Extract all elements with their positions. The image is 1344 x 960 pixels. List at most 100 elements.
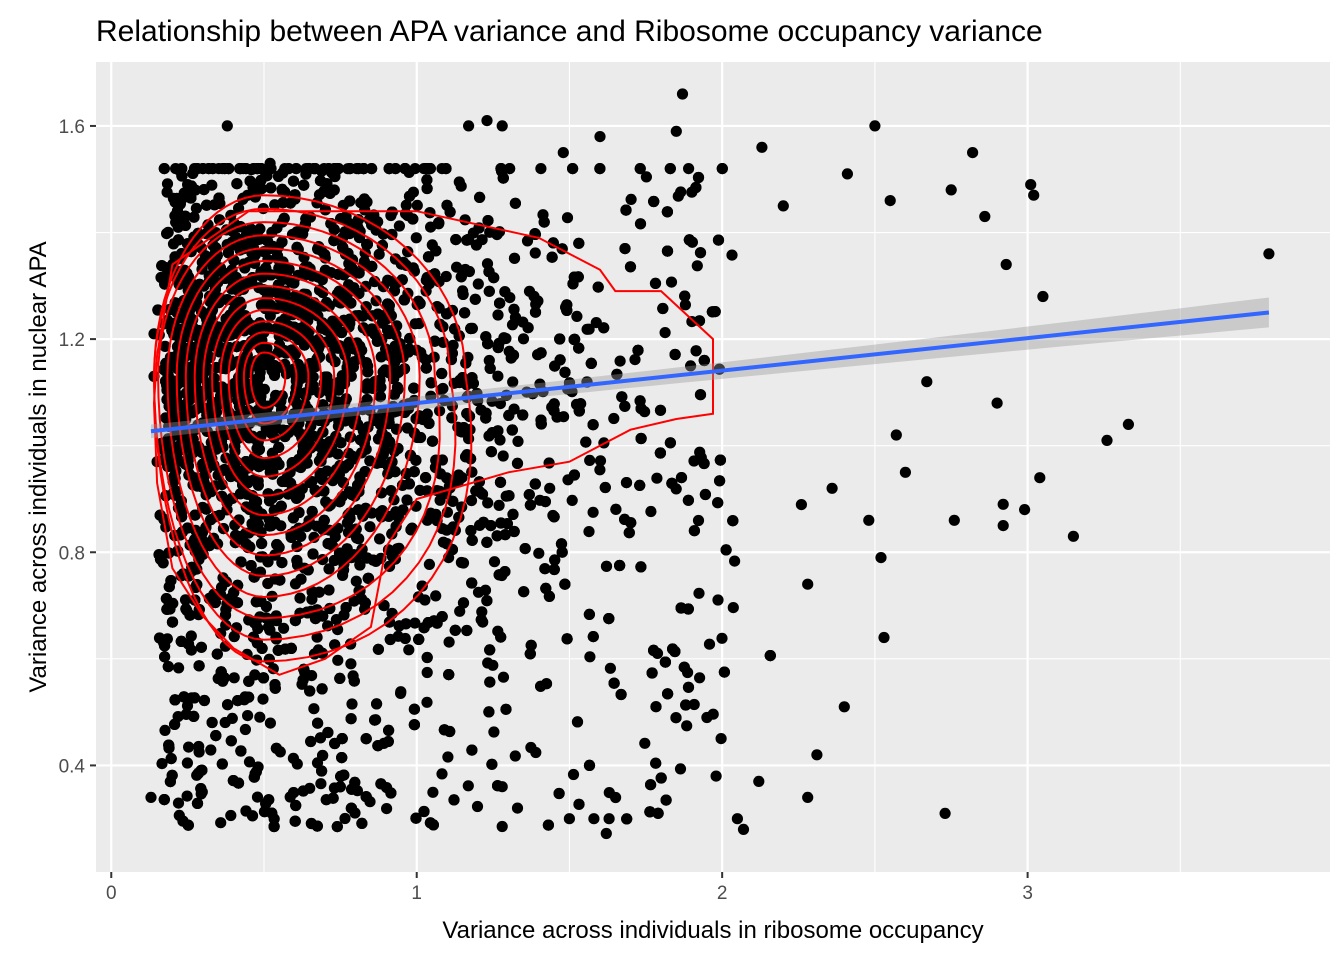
scatter-point <box>688 698 700 711</box>
scatter-point <box>294 607 306 619</box>
scatter-point <box>553 787 565 800</box>
scatter-point <box>353 533 365 545</box>
scatter-point <box>262 322 274 334</box>
scatter-point <box>580 436 592 448</box>
scatter-point <box>459 214 471 226</box>
scatter-point <box>587 419 599 431</box>
scatter-point <box>438 724 450 736</box>
scatter-point <box>364 521 376 533</box>
scatter-point <box>693 315 706 327</box>
scatter-point <box>427 786 439 798</box>
scatter-point <box>875 552 887 564</box>
scatter-point <box>333 469 345 481</box>
scatter-point <box>225 809 237 822</box>
scatter-point <box>158 163 170 175</box>
scatter-point <box>336 733 348 745</box>
scatter-point <box>764 650 776 662</box>
scatter-point <box>209 283 221 295</box>
scatter-point <box>592 281 604 293</box>
scatter-point <box>496 820 508 833</box>
scatter-point <box>251 791 264 803</box>
scatter-point <box>665 276 678 288</box>
scatter-point <box>623 527 635 539</box>
scatter-point <box>266 807 278 819</box>
scatter-point <box>302 403 314 415</box>
scatter-point <box>568 469 581 481</box>
density-contour <box>202 284 363 517</box>
scatter-point <box>409 617 421 629</box>
scatter-point <box>692 514 705 527</box>
scatter-point <box>1000 258 1012 271</box>
scatter-point <box>332 654 344 666</box>
scatter-point <box>675 472 688 484</box>
scatter-point <box>480 412 492 424</box>
scatter-point <box>181 790 193 802</box>
scatter-point <box>729 555 741 567</box>
scatter-point <box>688 525 701 537</box>
scatter-point <box>483 285 495 297</box>
scatter-point <box>423 417 435 429</box>
scatter-point <box>466 466 478 478</box>
scatter-point <box>319 204 331 216</box>
scatter-point <box>343 486 355 498</box>
scatter-point <box>343 265 355 277</box>
scatter-point <box>567 163 579 175</box>
scatter-point <box>403 478 415 490</box>
scatter-point <box>486 758 498 770</box>
scatter-point <box>540 582 552 595</box>
scatter-point <box>317 439 329 451</box>
scatter-point <box>535 163 547 175</box>
scatter-point <box>388 406 400 418</box>
scatter-point <box>548 511 560 523</box>
scatter-point <box>500 332 512 345</box>
scatter-point <box>360 280 372 292</box>
scatter-point <box>383 163 395 175</box>
scatter-point <box>669 645 681 658</box>
scatter-point <box>361 552 373 564</box>
scatter-point <box>603 813 615 825</box>
scatter-point <box>493 569 505 581</box>
scatter-point <box>198 694 210 707</box>
scatter-point <box>293 506 305 519</box>
scatter-point <box>712 497 724 509</box>
scatter-point <box>264 624 276 636</box>
scatter-point <box>559 366 571 378</box>
scatter-point <box>307 548 319 560</box>
scatter-point <box>359 597 371 609</box>
scatter-point <box>223 352 235 364</box>
scatter-point <box>295 573 307 585</box>
scatter-point <box>284 466 296 478</box>
scatter-point <box>405 524 417 536</box>
scatter-point <box>413 317 425 330</box>
scatter-point <box>454 425 466 437</box>
scatter-point <box>390 506 402 518</box>
scatter-point <box>694 247 707 259</box>
scatter-point <box>600 560 613 572</box>
scatter-point <box>884 195 896 207</box>
scatter-point <box>614 559 626 572</box>
scatter-point <box>532 349 544 361</box>
scatter-point <box>544 482 556 494</box>
scatter-point <box>210 730 222 742</box>
scatter-point <box>275 500 287 512</box>
density-contour-outer <box>152 210 714 676</box>
scatter-point <box>703 638 716 650</box>
scatter-point <box>186 407 198 419</box>
scatter-point <box>454 605 466 617</box>
scatter-point <box>457 557 470 569</box>
scatter-point <box>1034 472 1046 484</box>
y-tick-label: 0.8 <box>59 543 85 564</box>
scatter-point <box>690 181 702 194</box>
scatter-point <box>293 334 305 346</box>
scatter-point <box>727 602 739 614</box>
scatter-point <box>649 277 662 289</box>
scatter-point <box>157 557 169 569</box>
scatter-point <box>523 285 536 297</box>
scatter-point <box>374 507 386 519</box>
scatter-point <box>487 659 499 671</box>
scatter-point <box>425 390 437 402</box>
scatter-point <box>413 633 425 646</box>
scatter-point <box>549 554 561 566</box>
scatter-point <box>257 672 270 684</box>
scatter-point <box>511 802 524 814</box>
